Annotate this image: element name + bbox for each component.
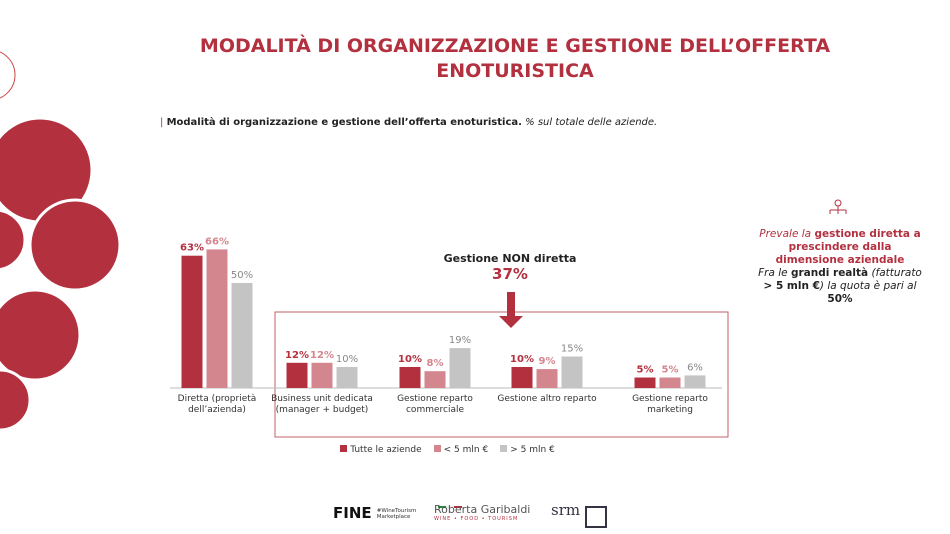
bar: [536, 369, 558, 388]
note: Prevale la gestione diretta a prescinder…: [755, 228, 925, 306]
note-text: > 5 mln €: [763, 280, 820, 292]
bar: [206, 249, 228, 388]
legend-item: < 5 mln €: [433, 445, 489, 455]
logo-text: FINE: [333, 504, 372, 522]
legend-swatch: [433, 445, 441, 452]
note-text: ) la quota è pari al: [819, 280, 917, 292]
note-text: Prevale la: [759, 228, 815, 240]
logo-text: Roberta Garibaldi: [434, 503, 531, 516]
logo-garibaldi: Roberta Garibaldi WINE • FOOD • TOURISM: [434, 503, 530, 522]
legend-item: > 5 mln €: [500, 445, 555, 455]
value-label: 12%: [285, 350, 309, 361]
bar: [399, 367, 421, 388]
bar: [511, 367, 533, 388]
bar: [424, 371, 446, 388]
decor: [0, 51, 122, 432]
subtitle: | Modalità di organizzazione e gestione …: [160, 117, 658, 128]
bar: [449, 348, 471, 388]
bar: [231, 283, 253, 388]
value-label: 10%: [336, 354, 358, 365]
bar: [336, 367, 358, 388]
bar: [561, 356, 583, 388]
legend-swatch: [340, 445, 348, 452]
subtitle-italic: % sul totale delle aziende.: [525, 117, 658, 128]
value-label: 10%: [510, 354, 534, 365]
note-text: grandi realtà: [790, 267, 869, 279]
chart-title: MODALITÀ DI ORGANIZZAZIONE E GESTIONE DE…: [199, 35, 831, 82]
icon: [829, 199, 847, 214]
note-text: 50%: [827, 293, 853, 305]
value-label: 50%: [231, 270, 253, 281]
value-label: 6%: [687, 362, 703, 373]
flag: [438, 506, 446, 508]
bar: [659, 377, 681, 388]
arrow: [499, 292, 523, 328]
value-label: 8%: [427, 358, 444, 369]
value-label: 9%: [539, 356, 556, 367]
bar: [311, 362, 333, 388]
value-label: 12%: [310, 350, 334, 361]
bar: [286, 362, 308, 388]
logo-box: [585, 506, 607, 528]
x-tick-label: Gestione reparto commerciale: [397, 394, 473, 415]
flag: [454, 506, 462, 508]
value-label: 15%: [561, 344, 583, 355]
logo-srm: srm: [551, 501, 581, 519]
annotation-label: Gestione NON diretta: [443, 252, 577, 265]
annotation-value: 37%: [492, 265, 528, 283]
legend-item: Tutte le aziende: [340, 445, 422, 455]
logo-text: #WineTourism Marketplace: [376, 508, 417, 520]
subtitle-bold: Modalità di organizzazione e gestione de…: [166, 117, 522, 128]
group-box: [274, 311, 729, 438]
note-text: Fra le: [758, 267, 791, 279]
legend-label: < 5 mln €: [443, 445, 489, 455]
value-label: 63%: [180, 243, 204, 254]
value-label: 10%: [398, 354, 422, 365]
bar: [181, 255, 203, 388]
value-label: 66%: [205, 236, 229, 247]
x-tick-label: Gestione altro reparto: [497, 394, 597, 404]
x-tick-label: Gestione reparto marketing: [632, 394, 708, 415]
annotation: Gestione NON diretta 37%: [440, 252, 580, 283]
x-tick-label: Business unit dedicata (manager + budget…: [271, 394, 373, 415]
legend: Tutte le aziende < 5 mln € > 5 mln €: [0, 445, 895, 455]
logo-text: WINE • FOOD • TOURISM: [434, 516, 519, 522]
logo-fine: FINE #WineTourism Marketplace: [333, 503, 417, 522]
legend-label: Tutte le aziende: [350, 445, 422, 455]
note-text: (fatturato: [868, 267, 922, 279]
note-text: gestione diretta a prescindere dalla dim…: [775, 228, 921, 266]
value-label: 19%: [449, 335, 471, 346]
legend-label: > 5 mln €: [510, 445, 555, 455]
flag: [446, 506, 454, 508]
value-label: 5%: [637, 365, 654, 376]
legend-swatch: [500, 445, 508, 452]
bar: [634, 377, 656, 388]
value-label: 5%: [662, 365, 679, 376]
x-tick-label: Diretta (proprietà dell’azienda): [177, 394, 257, 415]
bar: [684, 375, 706, 388]
